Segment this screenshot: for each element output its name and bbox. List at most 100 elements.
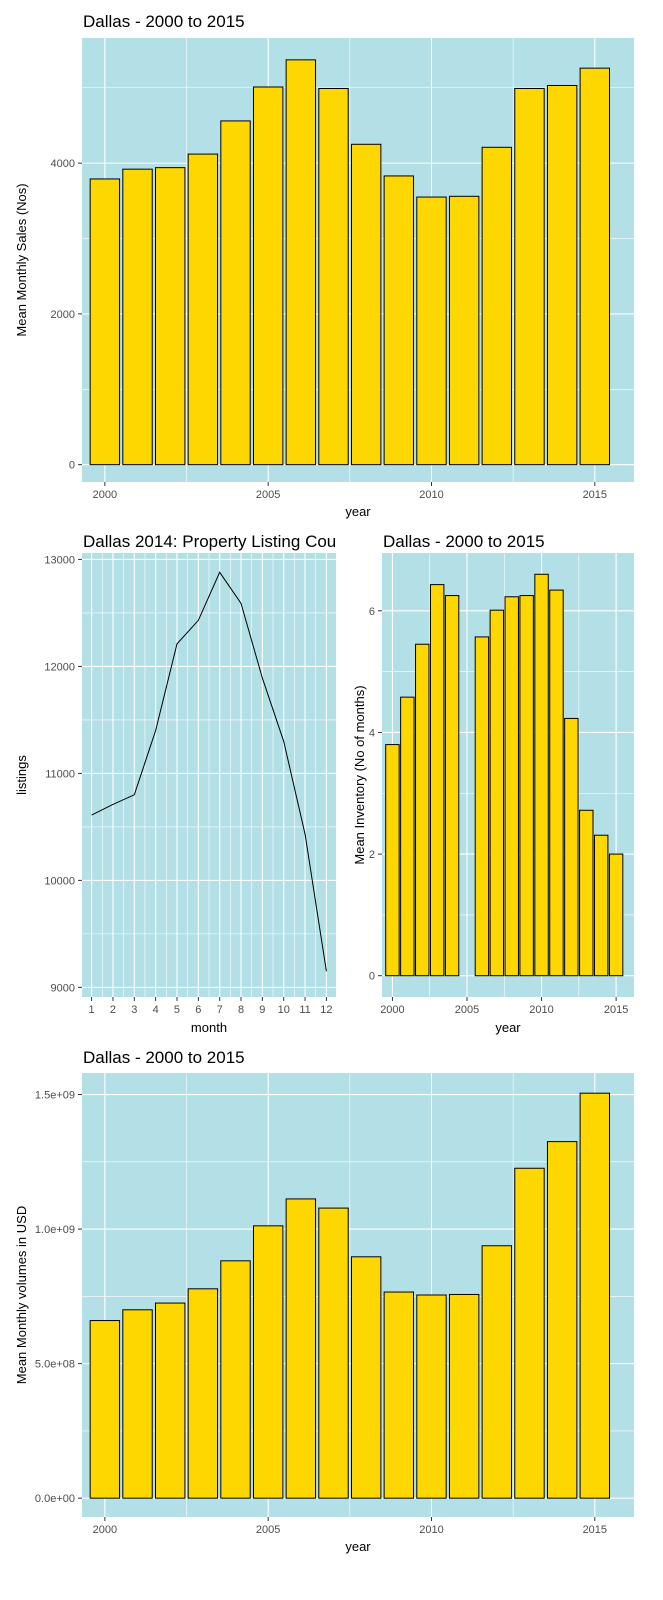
x-tick-label: 10 bbox=[278, 1004, 290, 1016]
y-tick-label: 13000 bbox=[44, 554, 75, 566]
bar-2015 bbox=[579, 67, 611, 466]
x-tick-label: 1 bbox=[89, 1004, 95, 1016]
bar-2007 bbox=[318, 1207, 349, 1499]
x-tick-label: 9 bbox=[259, 1004, 265, 1016]
bar-2003 bbox=[187, 1288, 219, 1499]
bar-2011 bbox=[448, 1293, 480, 1499]
x-tick-label: 5 bbox=[174, 1004, 180, 1016]
bar-2015 bbox=[579, 1092, 611, 1499]
x-axis-label: year bbox=[345, 504, 371, 519]
bar-2009 bbox=[383, 1291, 415, 1499]
y-tick-label: 2 bbox=[369, 849, 375, 861]
y-tick-label: 0 bbox=[369, 971, 375, 983]
y-tick-label: 0.0e+00 bbox=[35, 1493, 75, 1505]
bar-2006 bbox=[474, 636, 490, 977]
y-tick-label: 1.5e+09 bbox=[35, 1090, 75, 1102]
chart-2: Dallas 2014: Property Listing Cou 9000 100… bbox=[14, 532, 336, 1035]
y-tick-label: 11000 bbox=[45, 768, 75, 780]
bar-2014 bbox=[546, 1141, 578, 1499]
bar-2006 bbox=[285, 59, 317, 466]
x-tick-label: 11 bbox=[299, 1004, 310, 1016]
x-tick-label: 8 bbox=[238, 1004, 244, 1016]
bar-2005 bbox=[252, 1225, 284, 1499]
bar-2002 bbox=[154, 1302, 186, 1499]
bar-2000 bbox=[89, 1320, 121, 1499]
y-tick-label: 4000 bbox=[51, 158, 75, 170]
bar-2010 bbox=[534, 573, 549, 977]
x-tick-label: 2015 bbox=[583, 489, 607, 501]
bar-2013 bbox=[579, 809, 594, 977]
bar-2012 bbox=[481, 146, 513, 466]
x-axis-label: year bbox=[345, 1539, 371, 1554]
bar-2011 bbox=[448, 195, 480, 466]
bar-2012 bbox=[481, 1245, 513, 1499]
y-tick-label: 1.0e+09 bbox=[35, 1224, 75, 1236]
x-tick-label: 2000 bbox=[93, 489, 117, 501]
bar-2009 bbox=[383, 175, 415, 466]
bar-2000 bbox=[385, 744, 400, 977]
x-tick-label: 6 bbox=[195, 1004, 201, 1016]
x-tick-label: 12 bbox=[320, 1004, 332, 1016]
bar-2013 bbox=[514, 1167, 545, 1499]
bar-2010 bbox=[416, 196, 447, 466]
x-tick-label: 2005 bbox=[256, 489, 280, 501]
bar-2005 bbox=[252, 86, 284, 466]
chart-4: Dallas - 2000 to 2015 0.0e+00 5.0e+08 1.0e+… bbox=[14, 1048, 634, 1554]
bar-2014 bbox=[593, 834, 609, 977]
chart-title: Dallas - 2000 to 2015 bbox=[83, 1048, 245, 1067]
bar-2007 bbox=[318, 88, 349, 466]
bar-2011 bbox=[549, 589, 564, 977]
y-tick-label: 0 bbox=[69, 460, 75, 472]
chart-3: Dallas - 2000 to 2015 0 2 4 6 2000 2005 2010 201… bbox=[352, 532, 634, 1035]
x-tick-label: 2000 bbox=[93, 1524, 117, 1536]
bar-2013 bbox=[514, 88, 545, 466]
x-tick-label: 2005 bbox=[256, 1524, 280, 1536]
bar-2003 bbox=[187, 153, 219, 466]
gridlines bbox=[82, 553, 336, 997]
y-tick-label: 9000 bbox=[51, 982, 75, 994]
y-axis-label: Mean Inventory (No of months) bbox=[352, 685, 367, 864]
chart-title: Dallas - 2000 to 2015 bbox=[383, 532, 545, 551]
bar-2007 bbox=[489, 609, 505, 977]
y-axis-label: listings bbox=[14, 755, 29, 795]
x-tick-label: 2010 bbox=[419, 489, 443, 501]
x-tick-label: 7 bbox=[217, 1004, 223, 1016]
x-tick-label: 2015 bbox=[604, 1004, 628, 1016]
bar-2015 bbox=[608, 853, 624, 977]
bar-2004 bbox=[220, 120, 251, 466]
bar-2001 bbox=[400, 696, 415, 977]
x-tick-label: 4 bbox=[153, 1004, 159, 1016]
x-tick-label: 2010 bbox=[419, 1524, 443, 1536]
chart-title: Dallas - 2000 to 2015 bbox=[83, 12, 245, 31]
x-tick-label: 2010 bbox=[529, 1004, 553, 1016]
x-tick-label: 2000 bbox=[380, 1004, 404, 1016]
y-tick-label: 12000 bbox=[44, 661, 75, 673]
bar-2008 bbox=[350, 143, 382, 466]
bar-2012 bbox=[564, 717, 579, 977]
bar-2008 bbox=[350, 1256, 382, 1499]
x-tick-label: 2 bbox=[110, 1004, 116, 1016]
bar-2001 bbox=[122, 168, 153, 466]
bar-2006 bbox=[285, 1198, 317, 1499]
x-tick-label: 3 bbox=[131, 1004, 137, 1016]
x-tick-label: 2015 bbox=[583, 1524, 607, 1536]
bar-2002 bbox=[415, 643, 430, 977]
y-tick-label: 2000 bbox=[51, 309, 75, 321]
bar-2010 bbox=[416, 1294, 447, 1499]
y-axis-label: Mean Monthly Sales (Nos) bbox=[14, 183, 29, 336]
y-axis-label: Mean Monthly volumes in USD bbox=[14, 1206, 29, 1384]
bar-2001 bbox=[122, 1309, 153, 1499]
series-line bbox=[91, 571, 327, 972]
chart-1: Dallas - 2000 to 2015 0 2000 4000 2000 2005 20… bbox=[14, 12, 634, 519]
bar-2009 bbox=[519, 595, 534, 977]
y-tick-label: 10000 bbox=[44, 875, 75, 887]
x-axis-label: year bbox=[495, 1020, 521, 1035]
chart-title: Dallas 2014: Property Listing Cou bbox=[83, 532, 336, 551]
x-tick-label: 2005 bbox=[455, 1004, 479, 1016]
bar-2014 bbox=[546, 84, 578, 466]
y-tick-label: 5.0e+08 bbox=[35, 1359, 75, 1371]
bar-2004 bbox=[444, 595, 460, 977]
y-tick-label: 4 bbox=[369, 727, 375, 739]
bar-2004 bbox=[220, 1260, 251, 1499]
